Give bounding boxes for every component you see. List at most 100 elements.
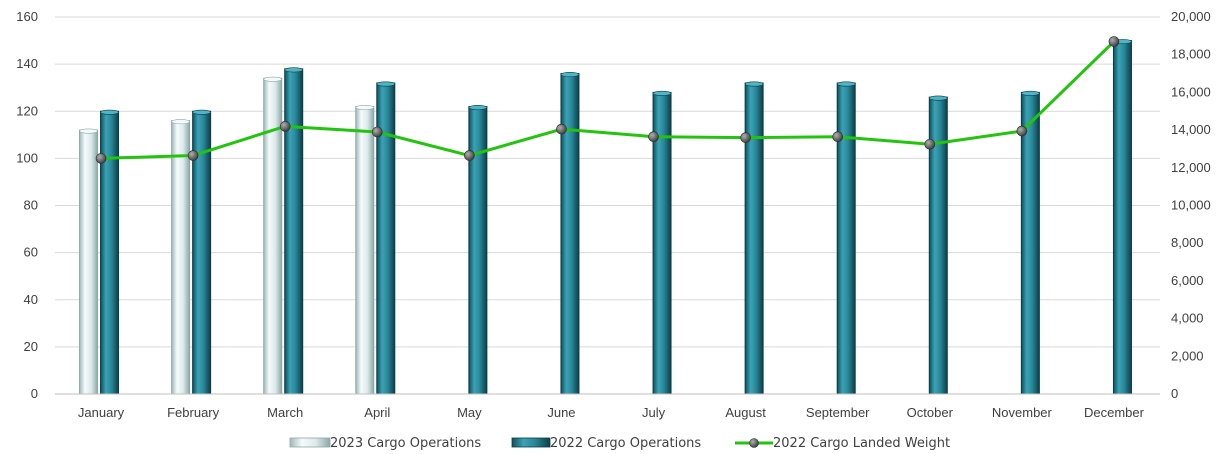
x-tick-label: February [167, 405, 220, 420]
x-tick-label: August [725, 405, 766, 420]
left-tick-label: 160 [16, 9, 38, 24]
legend-swatch-2023 [289, 437, 331, 448]
right-tick-label: 4,000 [1171, 311, 1204, 326]
right-tick-label: 14,000 [1171, 122, 1211, 137]
bar-series [79, 39, 1132, 395]
legend-item-2022: 2022 Cargo Operations [511, 436, 701, 451]
line-marker [95, 153, 107, 164]
right-tick-label: 12,000 [1171, 160, 1211, 175]
legend-label-2023: 2023 Cargo Operations [330, 436, 481, 451]
line-marker [740, 132, 751, 143]
bar-cap [836, 81, 856, 87]
bar [560, 72, 580, 395]
line-marker [279, 121, 291, 132]
right-tick-label: 18,000 [1171, 47, 1211, 62]
line-marker [648, 131, 659, 142]
right-tick-label: 8,000 [1171, 235, 1204, 250]
legend-swatch-marker [749, 438, 759, 448]
bar-body [79, 129, 99, 395]
x-tick-label: November [992, 405, 1053, 420]
left-tick-label: 100 [16, 150, 38, 165]
x-tick-label: May [457, 405, 482, 420]
x-tick-label: December [1084, 405, 1145, 420]
x-tick-label: January [78, 405, 125, 420]
bar-body [284, 68, 304, 395]
bar-cap [560, 72, 580, 78]
left-tick-label: 60 [24, 245, 38, 260]
bar [468, 105, 488, 395]
bar-cap [1021, 90, 1040, 96]
line-marker [832, 131, 844, 142]
bar-body [263, 77, 283, 395]
left-tick-label: 20 [24, 339, 38, 354]
bar [376, 81, 396, 395]
right-tick-label: 20,000 [1171, 9, 1211, 24]
legend-label-2022: 2022 Cargo Operations [550, 436, 701, 451]
right-axis: 0 2,000 4,000 6,000 8,000 10,000 12,000 14,000 1… [1171, 9, 1211, 401]
x-axis: January February March April May June July Augu… [55, 393, 1160, 420]
bar [79, 128, 99, 395]
line-marker [1108, 36, 1120, 47]
bar-cap [468, 105, 488, 111]
legend-item-landed-weight: 2022 Cargo Landed Weight [735, 436, 950, 451]
x-tick-label: March [267, 405, 303, 420]
bar-body [468, 106, 488, 395]
x-tick-label: July [642, 405, 666, 420]
bar-cap [171, 119, 190, 125]
left-tick-label: 80 [24, 198, 38, 213]
landed-weight-line [100, 40, 1116, 160]
line-marker [556, 123, 567, 135]
x-tick-label: April [364, 405, 390, 420]
bar-body [355, 106, 375, 395]
right-tick-label: 16,000 [1171, 84, 1211, 99]
bar [355, 105, 375, 395]
right-tick-label: 2,000 [1171, 348, 1204, 363]
left-axis: 0 20 40 60 80 100 120 140 160 [16, 9, 38, 401]
bar [284, 67, 304, 395]
line-series [95, 36, 1120, 164]
legend-item-2023: 2023 Cargo Operations [289, 436, 481, 451]
bar-cap [192, 109, 211, 115]
bar [1112, 39, 1132, 395]
bar-body [744, 82, 764, 395]
line-marker [187, 150, 199, 161]
x-tick-label: June [547, 405, 575, 420]
legend-label-landed-weight: 2022 Cargo Landed Weight [773, 436, 950, 451]
x-tick-label: September [806, 405, 870, 420]
bar-cap [100, 109, 119, 115]
bar-cap [263, 76, 283, 82]
right-tick-label: 0 [1171, 386, 1178, 401]
bar-body [836, 82, 856, 395]
bar-cap [744, 81, 764, 87]
bar [100, 109, 120, 395]
bar-body [171, 120, 191, 395]
legend-swatch-2022 [511, 437, 551, 448]
line-marker [464, 150, 475, 161]
bar [263, 76, 283, 395]
left-tick-label: 120 [16, 103, 38, 118]
bar-body [1020, 91, 1040, 395]
bar [744, 81, 764, 395]
gridlines [55, 16, 1160, 395]
bar [1020, 90, 1040, 395]
legend: 2023 Cargo Operations 2022 Cargo Operatio… [289, 436, 950, 451]
bar-cap [79, 128, 98, 134]
bar-body [1112, 40, 1132, 395]
bar [836, 81, 856, 395]
bar-cap [376, 81, 396, 87]
left-tick-label: 140 [16, 56, 38, 71]
left-tick-label: 40 [24, 292, 38, 307]
right-tick-label: 6,000 [1171, 273, 1204, 288]
left-tick-label: 0 [31, 386, 38, 401]
bar-cap [355, 105, 375, 111]
line-marker [924, 138, 936, 150]
bar [171, 119, 191, 395]
bar-cap [928, 95, 948, 101]
line-marker [1016, 125, 1028, 137]
bar-body [560, 73, 580, 395]
right-tick-label: 10,000 [1171, 198, 1211, 213]
line-marker [371, 126, 383, 138]
bar-cap [652, 90, 672, 96]
bar-cap [284, 67, 304, 73]
